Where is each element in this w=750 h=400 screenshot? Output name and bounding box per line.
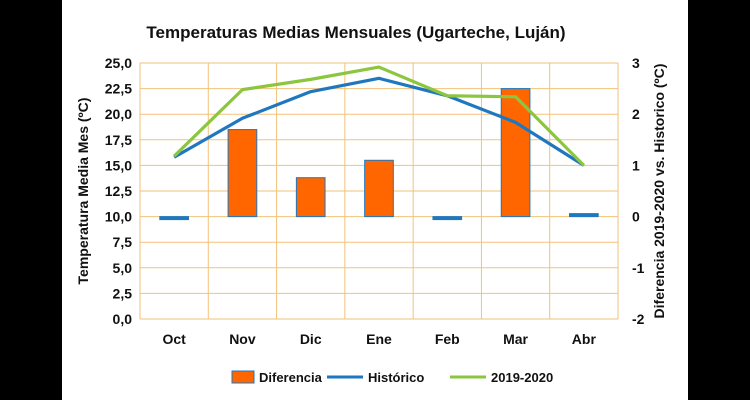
y-tick-label: 20,0 [105,106,132,122]
bar-diferencia [159,216,189,221]
legend: Diferencia Histórico 2019-2020 [231,370,553,385]
legend-label: Histórico [368,370,424,385]
bar-diferencia [569,213,599,218]
y2-axis-label: Diferencia 2019-2020 vs. Historico (ºC) [651,64,667,319]
legend-label: Diferencia [259,370,323,385]
chart-title: Temperaturas Medias Mensuales (Ugarteche… [146,23,565,42]
y-tick-label: 10,0 [105,209,132,225]
y2-tick-label: 2 [632,106,640,122]
y-tick-label: 7,5 [113,234,133,250]
legend-swatch-diferencia [231,370,255,384]
line-2019-2020 [173,65,585,167]
y-axis-label: Temperatura Media Mes (ºC) [75,98,91,285]
x-tick-label: Nov [229,331,256,347]
bar-diferencia [295,177,326,218]
y-tick-label: 17,5 [105,132,132,148]
bar-diferencia [500,88,531,218]
y2-tick-label: 3 [632,55,640,71]
ticks-group: 0,0 2,5 5,0 7,5 10,0 12,5 15,0 17,5 20,0 22,5 25,0… [105,55,645,347]
lines-group [173,65,585,167]
x-tick-label: Ene [366,331,392,347]
y2-tick-label: -2 [632,311,645,327]
y-tick-label: 15,0 [105,157,132,173]
bar-diferencia [364,159,394,218]
bar-diferencia [227,129,258,218]
y-tick-label: 25,0 [105,55,132,71]
x-tick-label: Oct [162,331,186,347]
y-tick-label: 22,5 [105,81,132,97]
y-tick-label: 12,5 [105,183,132,199]
gridlines [139,62,619,320]
bars-group [159,88,599,221]
legend-label: 2019-2020 [491,370,553,385]
y2-tick-label: 0 [632,209,640,225]
x-tick-label: Abr [572,331,597,347]
y2-tick-label: 1 [632,157,640,173]
bar-diferencia [432,216,463,221]
y-tick-label: 5,0 [113,260,133,276]
x-tick-label: Mar [503,331,528,347]
line-historico [173,76,585,167]
y-tick-label: 0,0 [113,311,133,327]
x-tick-label: Feb [435,331,460,347]
y-tick-label: 2,5 [113,285,133,301]
y2-tick-label: -1 [632,260,645,276]
x-tick-label: Dic [300,331,322,347]
